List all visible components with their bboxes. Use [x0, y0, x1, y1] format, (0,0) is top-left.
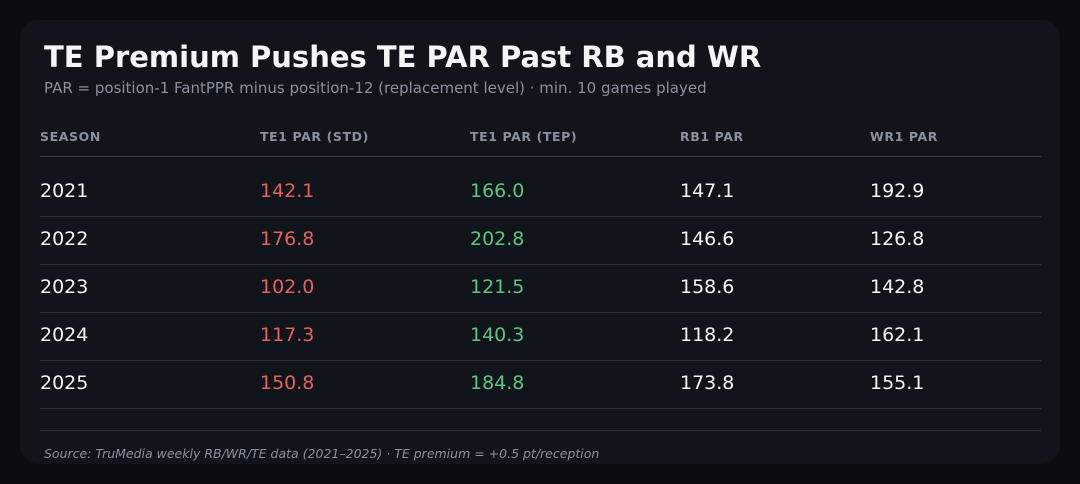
chart-subtitle: PAR = position-1 FantPPR minus position-… — [44, 79, 707, 97]
row-divider — [40, 216, 1041, 217]
column-header-te1-tep: TE1 PAR (TEP) — [470, 129, 578, 144]
table-card: TE Premium Pushes TE PAR Past RB and WR … — [20, 20, 1060, 464]
season-cell: 2023 — [40, 276, 89, 298]
te1-tep-cell: 140.3 — [470, 324, 525, 346]
wr1-cell: 162.1 — [870, 324, 925, 346]
row-divider — [40, 408, 1041, 409]
season-cell: 2025 — [40, 372, 89, 394]
season-cell: 2022 — [40, 228, 89, 250]
te1-std-cell: 142.1 — [260, 180, 315, 202]
row-divider — [40, 360, 1041, 361]
wr1-cell: 155.1 — [870, 372, 925, 394]
rb1-cell: 118.2 — [680, 324, 735, 346]
column-header-rb1: RB1 PAR — [680, 129, 744, 144]
column-header-wr1: WR1 PAR — [870, 129, 938, 144]
wr1-cell: 126.8 — [870, 228, 925, 250]
te1-std-cell: 176.8 — [260, 228, 315, 250]
chart-title: TE Premium Pushes TE PAR Past RB and WR — [44, 40, 762, 74]
header-divider — [40, 156, 1041, 157]
te1-tep-cell: 166.0 — [470, 180, 525, 202]
footer-divider — [40, 430, 1041, 431]
te1-tep-cell: 121.5 — [470, 276, 525, 298]
te1-tep-cell: 184.8 — [470, 372, 525, 394]
source-note: Source: TruMedia weekly RB/WR/TE data (2… — [44, 446, 600, 461]
te1-std-cell: 117.3 — [260, 324, 315, 346]
te1-std-cell: 150.8 — [260, 372, 315, 394]
season-cell: 2021 — [40, 180, 89, 202]
season-cell: 2024 — [40, 324, 89, 346]
rb1-cell: 173.8 — [680, 372, 735, 394]
te1-tep-cell: 202.8 — [470, 228, 525, 250]
rb1-cell: 147.1 — [680, 180, 735, 202]
row-divider — [40, 312, 1041, 313]
rb1-cell: 158.6 — [680, 276, 735, 298]
column-header-season: SEASON — [40, 129, 101, 144]
te1-std-cell: 102.0 — [260, 276, 315, 298]
column-header-te1-std: TE1 PAR (STD) — [260, 129, 369, 144]
wr1-cell: 192.9 — [870, 180, 925, 202]
rb1-cell: 146.6 — [680, 228, 735, 250]
wr1-cell: 142.8 — [870, 276, 925, 298]
row-divider — [40, 264, 1041, 265]
